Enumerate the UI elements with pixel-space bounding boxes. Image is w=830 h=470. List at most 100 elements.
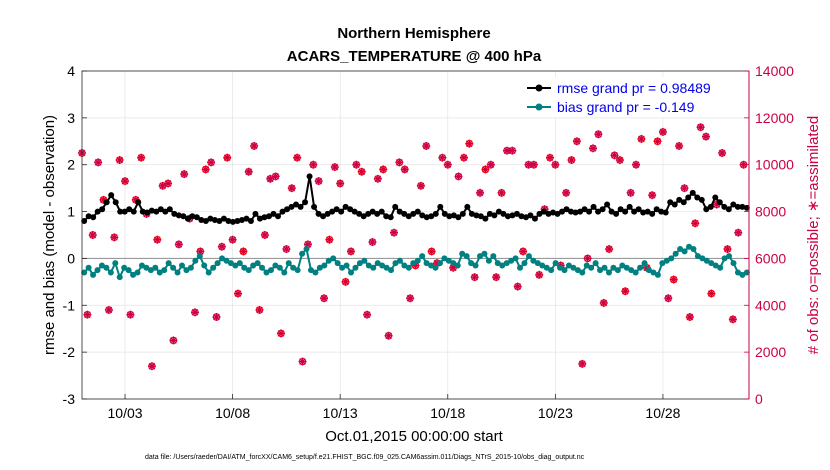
star-stroke: [691, 219, 699, 227]
series-point: [365, 262, 372, 269]
series-point: [175, 212, 182, 219]
series-point: [730, 260, 737, 267]
series-point: [387, 214, 394, 221]
obs-assimilated-point: [126, 310, 135, 319]
left-axis-tick-label: 4: [67, 63, 75, 79]
series-point: [232, 262, 239, 269]
series-point: [316, 264, 323, 271]
obs-assimilated-point: [621, 287, 630, 296]
series-point: [405, 213, 412, 220]
series-point: [356, 210, 363, 217]
star-stroke: [363, 311, 371, 318]
x-axis-tick-label: 10/18: [430, 405, 465, 421]
star-stroke: [180, 170, 188, 178]
series-point: [414, 208, 421, 215]
series-point: [659, 260, 666, 267]
series-point: [219, 255, 226, 262]
star-stroke: [369, 238, 376, 246]
legend-bias-label: bias grand pr = -0.149: [557, 99, 695, 115]
star-stroke: [396, 159, 403, 166]
series-point: [650, 269, 657, 276]
star-stroke: [428, 248, 435, 255]
star-stroke: [487, 161, 495, 169]
series-point: [543, 264, 550, 271]
left-axis-tick-label: 3: [67, 110, 75, 126]
star-stroke: [422, 142, 430, 150]
series-point: [116, 274, 123, 281]
left-axis-tick-label: 0: [67, 250, 75, 266]
series-point: [495, 208, 502, 215]
x-axis-tick-label: 10/13: [323, 405, 358, 421]
series-point: [530, 257, 537, 264]
star-stroke: [740, 161, 747, 169]
obs-assimilated-point: [535, 270, 544, 279]
series-point: [521, 260, 528, 267]
series-point: [285, 260, 292, 267]
obs-assimilated-point: [572, 137, 581, 146]
bias-series: [81, 243, 750, 281]
obs-assimilated-point: [352, 160, 361, 169]
obs-assimilated-point: [492, 273, 501, 282]
series-point: [187, 264, 194, 271]
series-point: [161, 267, 168, 274]
series-point: [352, 264, 359, 271]
series-point: [681, 248, 688, 255]
series-point: [383, 264, 390, 271]
series-point: [306, 173, 313, 180]
series-point: [494, 260, 501, 267]
right-axis-tick-label: 2000: [755, 344, 786, 360]
obs-assimilated-point: [513, 282, 522, 291]
star-stroke: [686, 313, 694, 321]
obs-assimilated-point: [174, 240, 183, 249]
chart-title: Northern Hemisphere: [337, 25, 490, 42]
star-stroke: [105, 306, 113, 314]
series-point: [171, 210, 178, 217]
obs-assimilated-point: [255, 305, 264, 314]
series-point: [365, 210, 372, 217]
series-point: [324, 210, 331, 217]
series-point: [108, 192, 115, 199]
obs-assimilated-point: [201, 165, 210, 174]
star-stroke: [223, 154, 231, 162]
obs-assimilated-point: [282, 245, 291, 254]
series-point: [236, 260, 243, 267]
series-point: [459, 210, 466, 217]
obs-assimilated-point: [545, 153, 554, 162]
series-point: [626, 203, 633, 210]
star-stroke: [342, 278, 349, 286]
series-point: [405, 264, 412, 271]
obs-assimilated-point: [519, 247, 528, 256]
series-point: [383, 213, 390, 220]
star-stroke: [390, 229, 398, 236]
series-point: [463, 253, 470, 260]
series-point: [672, 250, 679, 257]
star-stroke: [309, 161, 317, 169]
series-point: [476, 253, 483, 260]
series-point: [112, 199, 119, 206]
series-point: [586, 208, 593, 215]
series-point: [428, 213, 435, 220]
legend-box: [522, 77, 746, 117]
series-point: [707, 203, 714, 210]
series-point: [698, 196, 705, 203]
series-point: [276, 264, 283, 271]
series-point: [227, 260, 234, 267]
obs-assimilated-point: [395, 158, 404, 167]
series-point: [211, 217, 218, 224]
series-point: [207, 215, 214, 222]
series-point: [410, 210, 417, 217]
obs-assimilated-point: [147, 362, 156, 371]
star-stroke: [595, 130, 602, 138]
series-point: [632, 269, 639, 276]
series-point: [653, 206, 660, 213]
series-point: [432, 210, 439, 217]
obs-assimilated-point: [233, 289, 242, 298]
series-point: [302, 199, 309, 206]
star-stroke: [94, 159, 102, 166]
obs-assimilated-point: [320, 294, 329, 303]
series-point: [156, 269, 163, 276]
obs-assimilated-point: [589, 144, 598, 153]
series-point: [419, 253, 426, 260]
series-point: [459, 250, 466, 257]
series-point: [303, 246, 310, 253]
